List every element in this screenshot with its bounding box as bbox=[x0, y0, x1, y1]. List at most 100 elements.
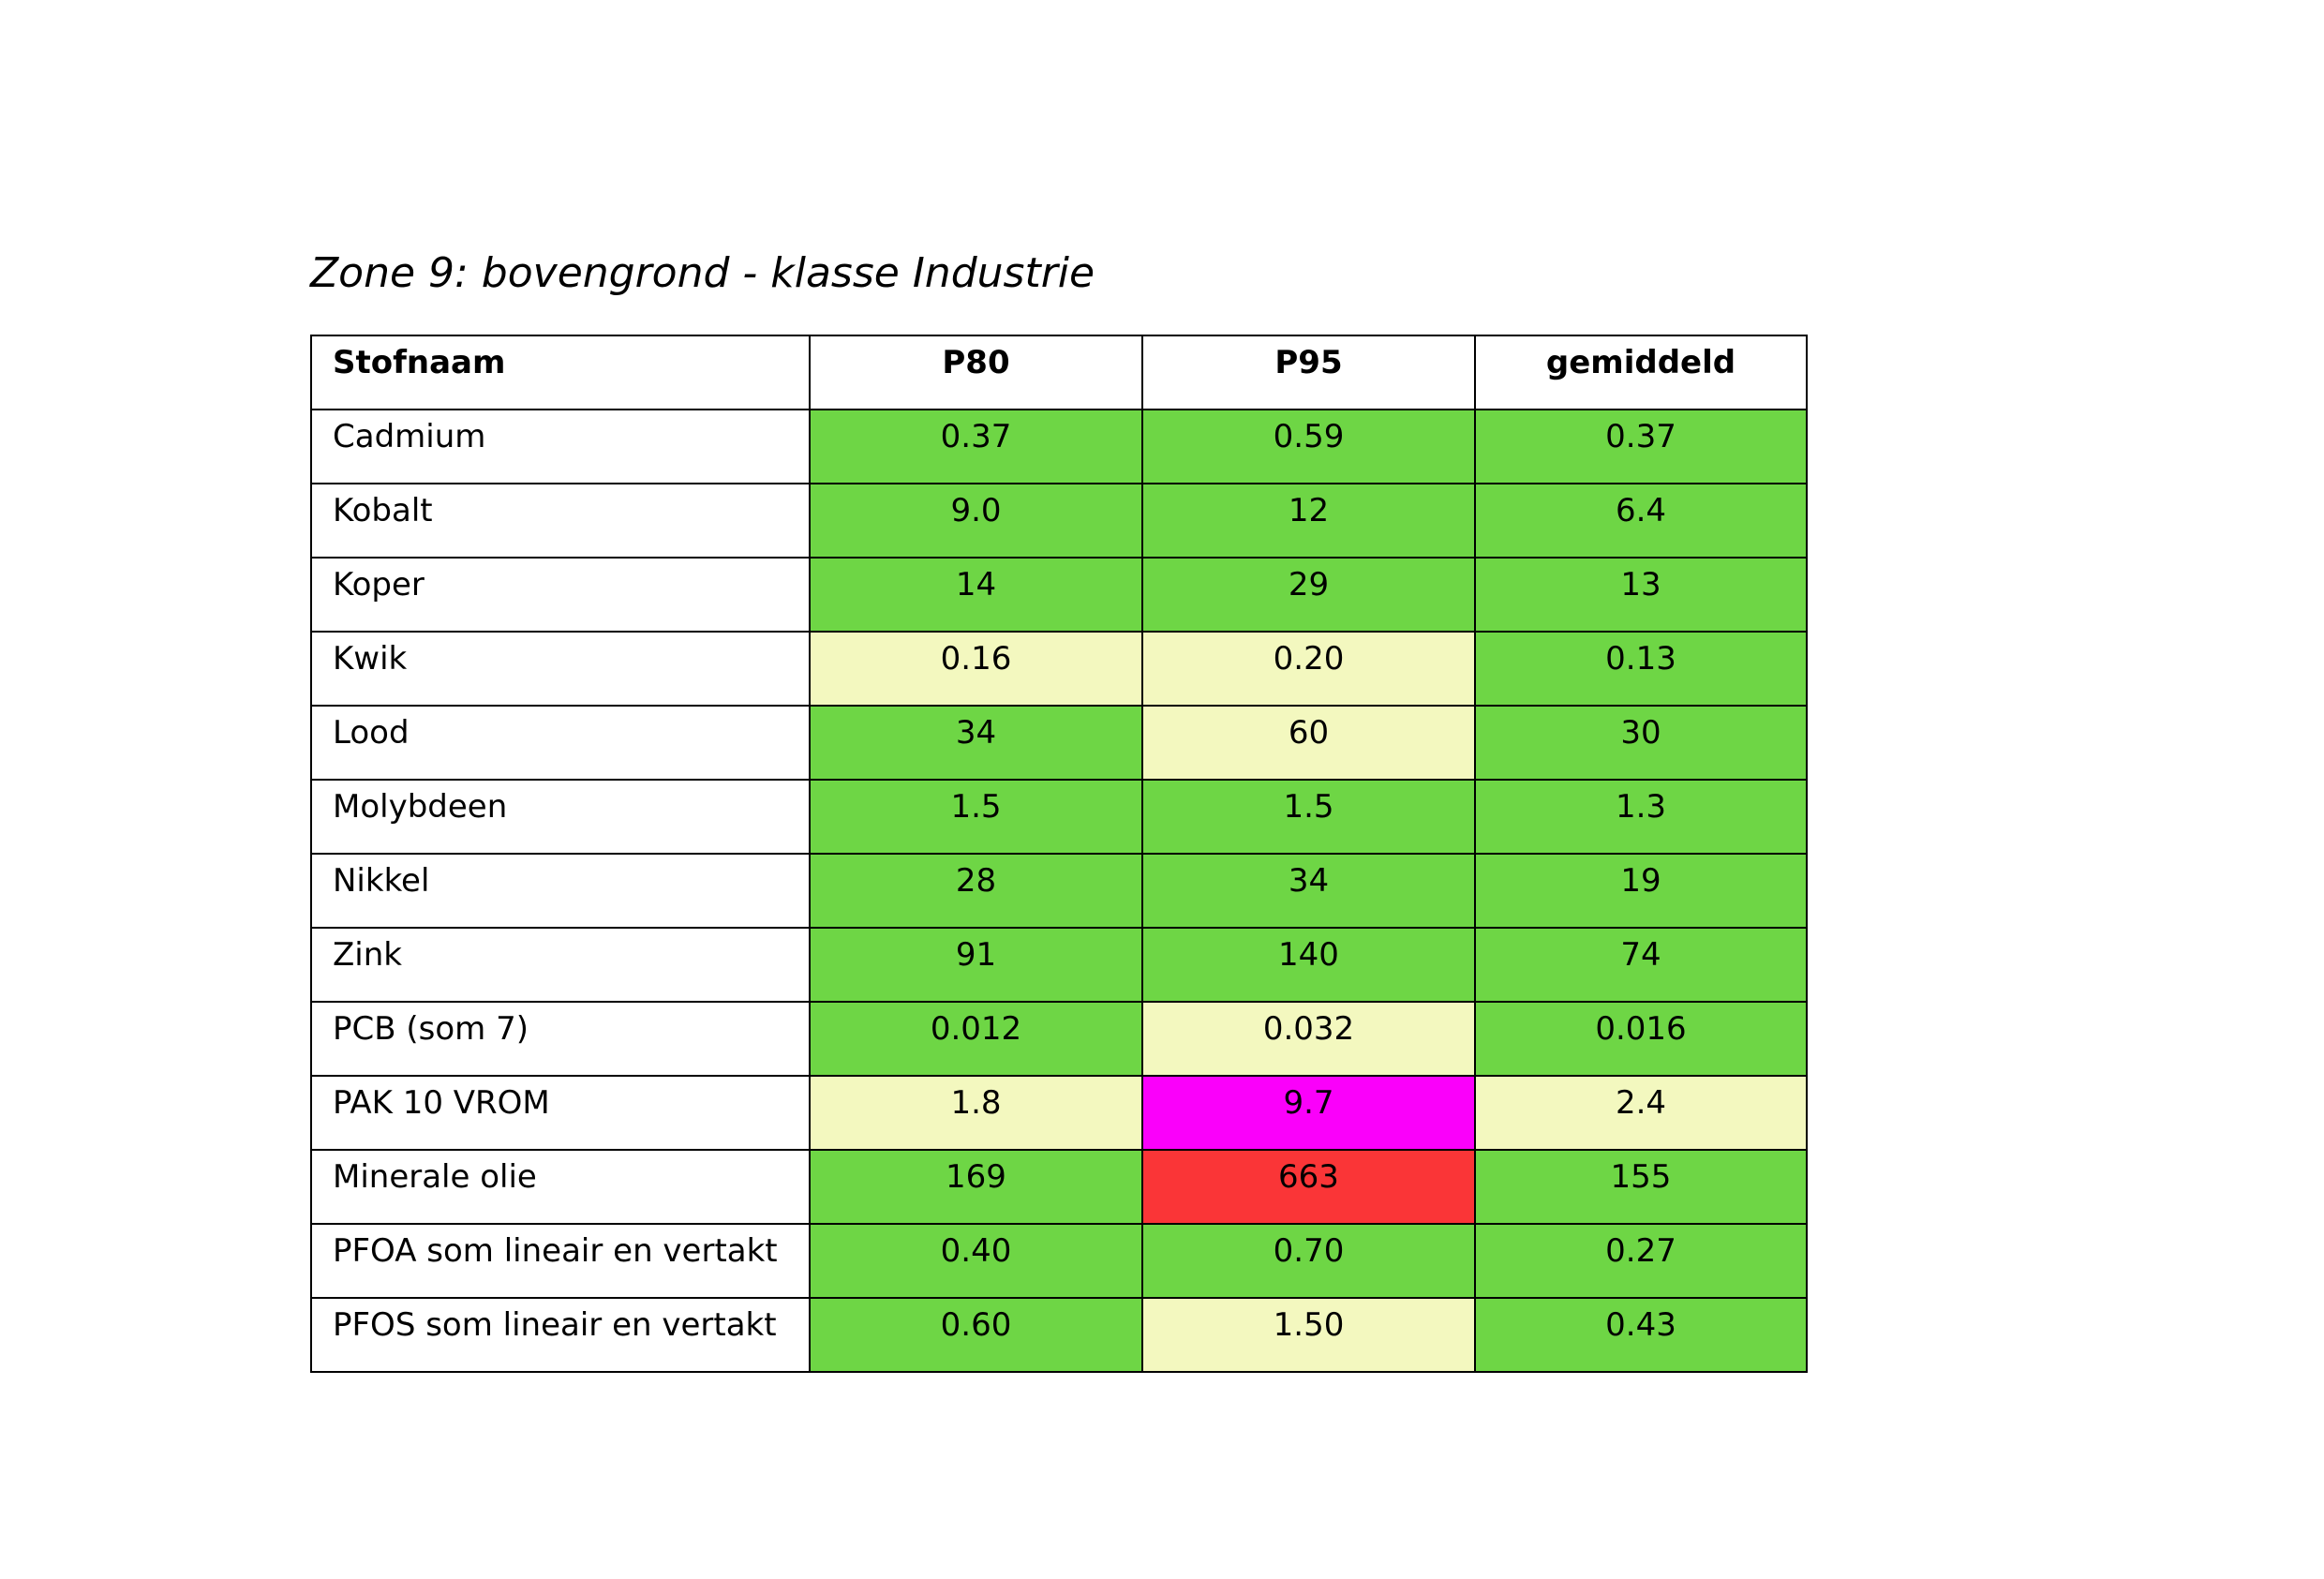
substance-name-cell: Kwik bbox=[310, 631, 811, 707]
table-row: Minerale olie 169 663 155 bbox=[310, 1149, 1808, 1225]
table-row: Kwik 0.16 0.20 0.13 bbox=[310, 631, 1808, 707]
gemiddeld-value: 19 bbox=[1620, 862, 1661, 900]
p95-value: 0.70 bbox=[1273, 1232, 1345, 1270]
p80-value: 14 bbox=[955, 566, 997, 603]
substance-name: PCB (som 7) bbox=[333, 1010, 529, 1048]
p95-value: 663 bbox=[1278, 1158, 1339, 1196]
p80-value-cell: 34 bbox=[809, 705, 1143, 781]
gemiddeld-value-cell: 0.43 bbox=[1474, 1297, 1808, 1373]
gemiddeld-value-cell: 30 bbox=[1474, 705, 1808, 781]
gemiddeld-value: 2.4 bbox=[1615, 1084, 1667, 1122]
gemiddeld-value-cell: 2.4 bbox=[1474, 1075, 1808, 1151]
header-stofnaam: Stofnaam bbox=[310, 335, 811, 410]
p95-value: 12 bbox=[1288, 492, 1330, 529]
gemiddeld-value: 0.37 bbox=[1605, 418, 1676, 455]
p80-value-cell: 0.40 bbox=[809, 1223, 1143, 1299]
p95-value-cell: 0.70 bbox=[1141, 1223, 1476, 1299]
substance-name: Molybdeen bbox=[333, 788, 508, 826]
p80-value-cell: 14 bbox=[809, 557, 1143, 633]
substance-name-cell: Nikkel bbox=[310, 853, 811, 929]
gemiddeld-value-cell: 74 bbox=[1474, 927, 1808, 1003]
header-p80: P80 bbox=[809, 335, 1143, 410]
table-row: PCB (som 7) 0.012 0.032 0.016 bbox=[310, 1001, 1808, 1077]
p80-value-cell: 0.60 bbox=[809, 1297, 1143, 1373]
substance-name-cell: Minerale olie bbox=[310, 1149, 811, 1225]
substance-name-cell: PCB (som 7) bbox=[310, 1001, 811, 1077]
p80-value: 28 bbox=[955, 862, 997, 900]
p95-value-cell: 29 bbox=[1141, 557, 1476, 633]
p80-value-cell: 169 bbox=[809, 1149, 1143, 1225]
substance-name: Kobalt bbox=[333, 492, 433, 529]
p95-value-cell: 0.032 bbox=[1141, 1001, 1476, 1077]
substance-name: PFOA som lineair en vertakt bbox=[333, 1232, 778, 1270]
p80-value: 9.0 bbox=[950, 492, 1002, 529]
header-label: Stofnaam bbox=[333, 344, 506, 381]
p95-value-cell: 140 bbox=[1141, 927, 1476, 1003]
gemiddeld-value: 0.016 bbox=[1595, 1010, 1687, 1048]
p80-value: 0.40 bbox=[940, 1232, 1012, 1270]
p80-value: 91 bbox=[955, 936, 997, 974]
table-row: Kobalt 9.0 12 6.4 bbox=[310, 483, 1808, 559]
p95-value-cell: 663 bbox=[1141, 1149, 1476, 1225]
table-row: Molybdeen 1.5 1.5 1.3 bbox=[310, 779, 1808, 855]
p80-value: 34 bbox=[955, 714, 997, 752]
substance-name: Minerale olie bbox=[333, 1158, 537, 1196]
p95-value-cell: 12 bbox=[1141, 483, 1476, 559]
table-body: Cadmium 0.37 0.59 0.37 Kobalt 9.0 12 6.4 Koper 14… bbox=[310, 409, 1808, 1373]
p95-value: 0.032 bbox=[1262, 1010, 1355, 1048]
gemiddeld-value-cell: 155 bbox=[1474, 1149, 1808, 1225]
gemiddeld-value: 74 bbox=[1620, 936, 1661, 974]
substance-name-cell: Zink bbox=[310, 927, 811, 1003]
header-gemiddeld: gemiddeld bbox=[1474, 335, 1808, 410]
p80-value-cell: 0.37 bbox=[809, 409, 1143, 484]
gemiddeld-value-cell: 6.4 bbox=[1474, 483, 1808, 559]
gemiddeld-value: 30 bbox=[1620, 714, 1661, 752]
table-header-row: Stofnaam P80 P95 gemiddeld bbox=[310, 335, 1808, 410]
gemiddeld-value-cell: 1.3 bbox=[1474, 779, 1808, 855]
substance-table: Stofnaam P80 P95 gemiddeld Cadmium 0.37 0.… bbox=[310, 335, 1808, 1373]
substance-name: Zink bbox=[333, 936, 402, 974]
p80-value-cell: 1.8 bbox=[809, 1075, 1143, 1151]
substance-name: Koper bbox=[333, 566, 425, 603]
table-row: Zink 91 140 74 bbox=[310, 927, 1808, 1003]
p95-value-cell: 0.20 bbox=[1141, 631, 1476, 707]
substance-name-cell: Kobalt bbox=[310, 483, 811, 559]
table-row: Lood 34 60 30 bbox=[310, 705, 1808, 781]
p95-value: 0.20 bbox=[1273, 640, 1345, 678]
p95-value: 140 bbox=[1278, 936, 1339, 974]
p80-value: 1.5 bbox=[950, 788, 1002, 826]
table-row: Cadmium 0.37 0.59 0.37 bbox=[310, 409, 1808, 484]
p80-value: 0.16 bbox=[940, 640, 1012, 678]
p80-value-cell: 1.5 bbox=[809, 779, 1143, 855]
header-label: P95 bbox=[1274, 344, 1343, 381]
substance-name: PAK 10 VROM bbox=[333, 1084, 550, 1122]
p95-value: 29 bbox=[1288, 566, 1330, 603]
p80-value: 0.60 bbox=[940, 1306, 1012, 1344]
p95-value: 1.50 bbox=[1273, 1306, 1345, 1344]
substance-name-cell: PFOA som lineair en vertakt bbox=[310, 1223, 811, 1299]
table-row: Nikkel 28 34 19 bbox=[310, 853, 1808, 929]
gemiddeld-value-cell: 0.13 bbox=[1474, 631, 1808, 707]
gemiddeld-value: 0.13 bbox=[1605, 640, 1676, 678]
p95-value: 9.7 bbox=[1283, 1084, 1334, 1122]
table-row: PFOA som lineair en vertakt 0.40 0.70 0.27 bbox=[310, 1223, 1808, 1299]
table-row: PFOS som lineair en vertakt 0.60 1.50 0.43 bbox=[310, 1297, 1808, 1373]
p80-value: 1.8 bbox=[950, 1084, 1002, 1122]
substance-name-cell: Cadmium bbox=[310, 409, 811, 484]
gemiddeld-value: 1.3 bbox=[1615, 788, 1667, 826]
substance-name-cell: PFOS som lineair en vertakt bbox=[310, 1297, 811, 1373]
p80-value-cell: 9.0 bbox=[809, 483, 1143, 559]
gemiddeld-value: 13 bbox=[1620, 566, 1661, 603]
gemiddeld-value: 155 bbox=[1610, 1158, 1672, 1196]
gemiddeld-value-cell: 19 bbox=[1474, 853, 1808, 929]
p95-value-cell: 1.50 bbox=[1141, 1297, 1476, 1373]
gemiddeld-value-cell: 13 bbox=[1474, 557, 1808, 633]
gemiddeld-value-cell: 0.016 bbox=[1474, 1001, 1808, 1077]
table-row: Koper 14 29 13 bbox=[310, 557, 1808, 633]
substance-name-cell: Lood bbox=[310, 705, 811, 781]
p80-value-cell: 0.16 bbox=[809, 631, 1143, 707]
p95-value-cell: 60 bbox=[1141, 705, 1476, 781]
p80-value: 0.012 bbox=[930, 1010, 1022, 1048]
p80-value-cell: 0.012 bbox=[809, 1001, 1143, 1077]
gemiddeld-value: 0.43 bbox=[1605, 1306, 1676, 1344]
